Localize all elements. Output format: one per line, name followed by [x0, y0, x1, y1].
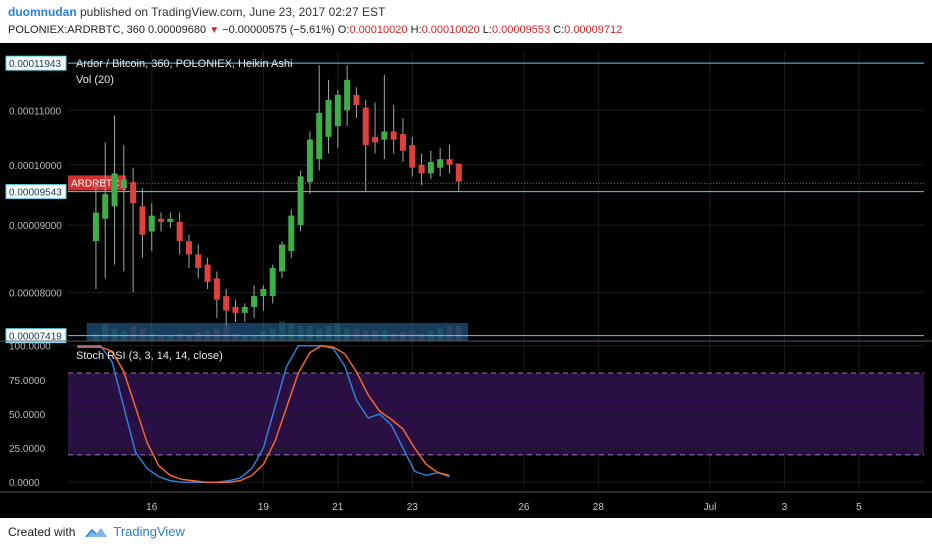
- change-value: −0.00000575 (−5.61%): [222, 24, 335, 36]
- candle-body[interactable]: [409, 145, 416, 168]
- candle-body[interactable]: [213, 278, 220, 300]
- candle-body[interactable]: [362, 107, 369, 146]
- open-value: 0.00010020: [349, 24, 408, 36]
- candle-body[interactable]: [120, 179, 127, 189]
- candle-body[interactable]: [455, 163, 462, 182]
- candle-body[interactable]: [111, 173, 118, 207]
- high-value: 0.00010020: [421, 24, 480, 36]
- time-axis-label: 19: [258, 502, 270, 513]
- symbol-label: POLONIEX:ARDRBTC, 360: [8, 24, 145, 36]
- stoch-rsi-d-line: [77, 344, 450, 483]
- last-price: 0.00009680: [148, 24, 207, 36]
- price-axis-label: 0.00011000: [9, 106, 62, 117]
- rsi-axis-label: 50.0000: [9, 410, 46, 421]
- candle-body[interactable]: [372, 136, 379, 143]
- candle-body[interactable]: [427, 161, 434, 174]
- candle-body[interactable]: [279, 244, 285, 272]
- created-with-text: Created with: [8, 524, 76, 539]
- chart-area[interactable]: 0.00011943 0.00009543 0.00007419 ARDRBTC 0.0…: [0, 43, 932, 518]
- candle-body[interactable]: [306, 139, 313, 183]
- time-axis-label: 3: [782, 502, 788, 513]
- symbol-price-tag-text: ARDRBTC: [71, 178, 119, 189]
- level-tag: [5, 55, 67, 71]
- candle-body[interactable]: [185, 241, 192, 255]
- level-tag: [5, 328, 67, 344]
- candle-body[interactable]: [390, 131, 397, 140]
- rsi-axis-label: 0.0000: [9, 478, 40, 489]
- candle-body[interactable]: [148, 215, 155, 232]
- candle-body[interactable]: [241, 306, 248, 313]
- candle-body[interactable]: [334, 94, 341, 127]
- time-axis-label: 28: [593, 502, 605, 513]
- time-axis-label: 26: [518, 502, 530, 513]
- candle-body[interactable]: [316, 112, 323, 160]
- rsi-axis-label: 100.0000: [9, 342, 51, 353]
- rsi-axis-label: 75.0000: [9, 376, 46, 387]
- candle-body[interactable]: [92, 212, 99, 242]
- candle-body[interactable]: [158, 218, 165, 222]
- candle-body[interactable]: [437, 159, 444, 168]
- candle-body[interactable]: [297, 176, 304, 226]
- level-tag-text: 0.00007419: [9, 332, 62, 343]
- price-axis-label: 0.00008000: [9, 289, 62, 300]
- time-axis-label: Jul: [704, 502, 717, 513]
- time-axis-label: 5: [856, 502, 862, 513]
- candle-body[interactable]: [325, 99, 332, 137]
- candle-body[interactable]: [288, 215, 295, 252]
- author-link[interactable]: duomnudan: [8, 5, 77, 19]
- symbol-price-tag: [68, 175, 126, 191]
- candle-body[interactable]: [399, 134, 406, 151]
- down-arrow-icon: ▼: [209, 25, 220, 36]
- candle-body[interactable]: [130, 182, 137, 204]
- ohlc-line: POLONIEX:ARDRBTC, 360 0.00009680 ▼ −0.00…: [8, 24, 622, 36]
- tradingview-link[interactable]: TradingView: [113, 524, 185, 539]
- close-label: C:: [553, 24, 565, 36]
- candle-body[interactable]: [139, 206, 146, 235]
- candle-body[interactable]: [223, 296, 230, 311]
- open-label: O:: [337, 24, 350, 36]
- price-axis-label: 0.00010000: [9, 161, 62, 172]
- rsi-axis-label: 25.0000: [9, 444, 46, 455]
- candle-body[interactable]: [260, 288, 267, 297]
- time-axis-label: 23: [407, 502, 419, 513]
- time-axis-label: 16: [146, 502, 158, 513]
- stoch-rsi-k-line: [77, 344, 450, 483]
- candle-body[interactable]: [344, 79, 351, 111]
- main-legend-title: Ardor / Bitcoin, 360, POLONIEX, Heikin A…: [76, 58, 292, 70]
- level-tag-text: 0.00011943: [9, 59, 62, 70]
- candle-body[interactable]: [167, 218, 174, 222]
- candle-body[interactable]: [195, 254, 202, 268]
- candle-body[interactable]: [418, 164, 425, 174]
- published-text: published on TradingView.com, June 23, 2…: [80, 5, 386, 19]
- level-tag-text: 0.00009543: [9, 188, 62, 199]
- candle-body[interactable]: [204, 264, 211, 282]
- level-tag: [5, 184, 67, 200]
- low-value: 0.00009553: [491, 24, 551, 36]
- candle-body[interactable]: [446, 159, 453, 165]
- candle-body[interactable]: [269, 267, 276, 297]
- tradingview-cloud-icon: [85, 527, 108, 537]
- volume-legend: Vol (20): [76, 74, 114, 86]
- candle-body[interactable]: [381, 131, 388, 140]
- publish-line: duomnudan published on TradingView.com, …: [8, 5, 385, 19]
- candle-body[interactable]: [102, 194, 109, 219]
- candle-body[interactable]: [176, 221, 183, 242]
- volume-ma-band: [86, 323, 469, 341]
- candle-body[interactable]: [232, 306, 239, 313]
- time-axis-label: 21: [332, 502, 344, 513]
- candle-body[interactable]: [251, 296, 258, 307]
- footer: Created with TradingView: [8, 524, 185, 539]
- rsi-legend-title: Stoch RSI (3, 3, 14, 14, close): [76, 350, 223, 362]
- low-label: L:: [482, 24, 492, 36]
- price-axis-label: 0.00009000: [9, 221, 62, 232]
- candle-body[interactable]: [353, 94, 360, 106]
- high-label: H:: [410, 24, 422, 36]
- close-value: 0.00009712: [564, 24, 623, 36]
